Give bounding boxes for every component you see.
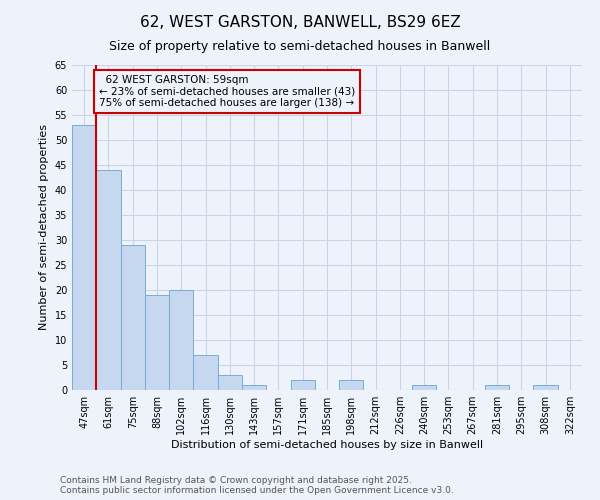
Text: Contains HM Land Registry data © Crown copyright and database right 2025.
Contai: Contains HM Land Registry data © Crown c…: [60, 476, 454, 495]
Y-axis label: Number of semi-detached properties: Number of semi-detached properties: [39, 124, 49, 330]
Bar: [169, 290, 193, 390]
Bar: [485, 385, 509, 390]
Bar: [145, 295, 169, 390]
Bar: [412, 385, 436, 390]
Bar: [242, 385, 266, 390]
Bar: [290, 380, 315, 390]
Bar: [72, 125, 96, 390]
Text: 62 WEST GARSTON: 59sqm
← 23% of semi-detached houses are smaller (43)
75% of sem: 62 WEST GARSTON: 59sqm ← 23% of semi-det…: [99, 75, 355, 108]
Bar: [193, 355, 218, 390]
Bar: [121, 245, 145, 390]
Text: Size of property relative to semi-detached houses in Banwell: Size of property relative to semi-detach…: [109, 40, 491, 53]
Bar: [533, 385, 558, 390]
X-axis label: Distribution of semi-detached houses by size in Banwell: Distribution of semi-detached houses by …: [171, 440, 483, 450]
Bar: [218, 375, 242, 390]
Bar: [339, 380, 364, 390]
Text: 62, WEST GARSTON, BANWELL, BS29 6EZ: 62, WEST GARSTON, BANWELL, BS29 6EZ: [140, 15, 460, 30]
Bar: [96, 170, 121, 390]
